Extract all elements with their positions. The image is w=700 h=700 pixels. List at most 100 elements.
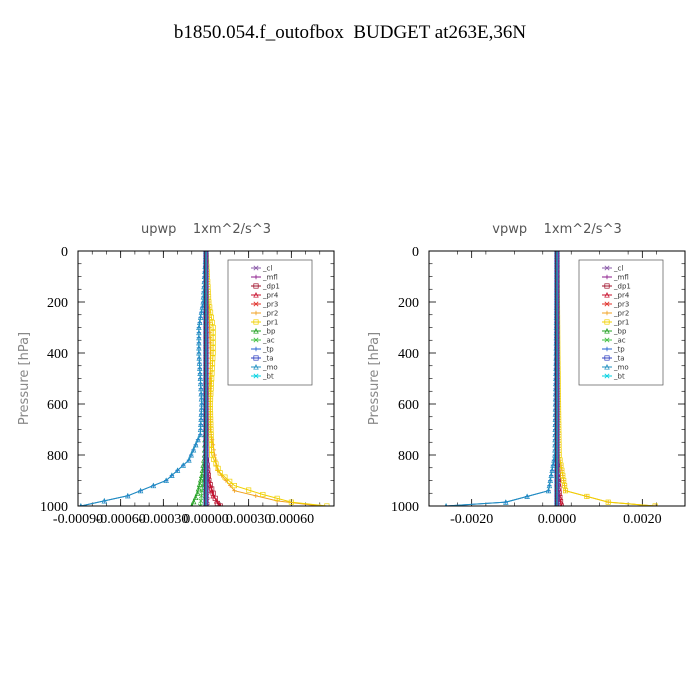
data-point-mo — [196, 360, 203, 366]
legend-label: _cl — [262, 265, 272, 273]
plot-frame — [428, 250, 686, 507]
legend-marker — [253, 310, 259, 316]
data-point-pr1 — [208, 426, 214, 433]
legend-marker — [604, 355, 610, 361]
legend-box — [578, 259, 664, 386]
data-point-pr1 — [210, 355, 216, 361]
data-point-mo — [137, 487, 144, 494]
data-point-bp — [196, 481, 203, 487]
x-tick-label: 0.00060 — [269, 512, 315, 527]
legend-marker — [253, 373, 259, 379]
data-point-pr2 — [207, 345, 213, 351]
data-point-pr4 — [208, 487, 215, 494]
legend-marker — [604, 292, 610, 298]
data-point-pr1 — [208, 437, 214, 443]
figure-title: b1850.054.f_outofbox BUDGET at263E,36N — [173, 22, 527, 43]
data-point-pr1 — [208, 386, 214, 392]
data-point-mo — [186, 457, 192, 463]
data-point-pr1 — [562, 488, 569, 494]
y-tick-label: 1000 — [40, 500, 68, 515]
data-point-pr1 — [209, 360, 216, 366]
y-tick-label: 400 — [47, 347, 68, 362]
series-group — [443, 251, 658, 506]
legend-marker — [604, 283, 610, 289]
data-point-mo — [198, 395, 205, 402]
data-point-mo — [198, 416, 204, 422]
data-point-mo — [503, 499, 509, 505]
legend-label: _bt — [613, 373, 625, 381]
data-point-mo — [547, 477, 554, 484]
y-tick-label: 0 — [412, 245, 419, 260]
data-point-pr1 — [605, 499, 611, 505]
data-point-bp — [194, 490, 201, 496]
legend-label: _tp — [613, 346, 625, 354]
data-point-mo — [197, 426, 204, 433]
y-tick-label: 600 — [47, 398, 68, 413]
series-line-tp — [80, 251, 207, 506]
legend-marker — [253, 292, 259, 298]
data-point-pr1 — [209, 319, 215, 325]
data-point-pr1 — [209, 365, 215, 371]
legend-marker — [253, 319, 259, 325]
legend-marker — [604, 328, 610, 334]
data-point-pr1 — [560, 472, 566, 478]
data-point-mo — [524, 493, 530, 499]
data-point-mo — [198, 406, 205, 412]
series-line-mo — [80, 251, 207, 506]
x-tick-label: 0.0020 — [623, 512, 662, 527]
data-point-pr2 — [212, 452, 217, 458]
data-point-mo — [196, 365, 203, 371]
data-point-pr1 — [208, 314, 214, 320]
data-point-mo — [197, 380, 204, 387]
legend-marker — [253, 301, 259, 307]
panel-title: upwp 1xm^2/s^3 — [141, 222, 271, 237]
data-point-pr1 — [217, 470, 223, 476]
y-tick-label: 200 — [47, 296, 68, 311]
data-point-mo — [196, 355, 202, 361]
legend-label: _dp1 — [613, 283, 631, 291]
y-tick-label: 800 — [398, 449, 419, 464]
legend-label: _pr3 — [262, 301, 278, 309]
data-point-mo — [198, 385, 204, 392]
y-tick-label: 400 — [398, 347, 419, 362]
data-point-pr1 — [288, 499, 294, 505]
data-point-pr1 — [208, 381, 214, 387]
legend-label: _pr2 — [613, 310, 629, 318]
data-point-mo — [169, 472, 175, 478]
legend-marker — [253, 265, 259, 271]
data-point-pr2 — [208, 355, 213, 361]
legend-label: _pr4 — [262, 292, 279, 300]
legend-label: _mo — [262, 364, 278, 372]
legend-label: _pr1 — [262, 319, 278, 327]
data-point-mo — [150, 482, 157, 489]
data-point-mo — [195, 436, 201, 443]
data-point-mo — [198, 421, 204, 427]
legend-label: _dp1 — [262, 283, 280, 291]
data-point-mo — [174, 467, 181, 473]
data-point-pr1 — [559, 467, 565, 473]
legend-marker — [253, 364, 259, 370]
data-point-mo — [163, 477, 169, 484]
legend-label: _pr4 — [613, 292, 630, 300]
data-point-mo — [545, 487, 552, 494]
data-point-pr1 — [208, 432, 214, 438]
x-tick-label: -0.0020 — [450, 512, 493, 527]
data-point-ac — [198, 493, 204, 499]
data-point-pr1 — [227, 478, 233, 484]
legend-marker — [604, 301, 610, 307]
legend-label: _pr1 — [613, 319, 629, 327]
data-point-mo — [551, 457, 557, 463]
data-point-pr1 — [209, 370, 215, 376]
legend: _cl_mfl_dp1_pr4_pr3_pr2_pr1_bp_ac_tp_ta_… — [578, 259, 664, 386]
data-point-mo — [188, 452, 194, 458]
data-point-bp — [197, 476, 204, 483]
data-point-mo — [549, 467, 555, 473]
data-point-pr2 — [232, 488, 237, 493]
legend-marker — [253, 346, 259, 352]
data-point-pr1 — [210, 350, 216, 356]
legend-label: _ac — [613, 337, 626, 345]
x-tick-label: 0.0000 — [538, 512, 577, 527]
data-point-mo — [192, 441, 199, 448]
series-line-mo — [446, 251, 558, 506]
legend-label: _tp — [262, 346, 274, 354]
